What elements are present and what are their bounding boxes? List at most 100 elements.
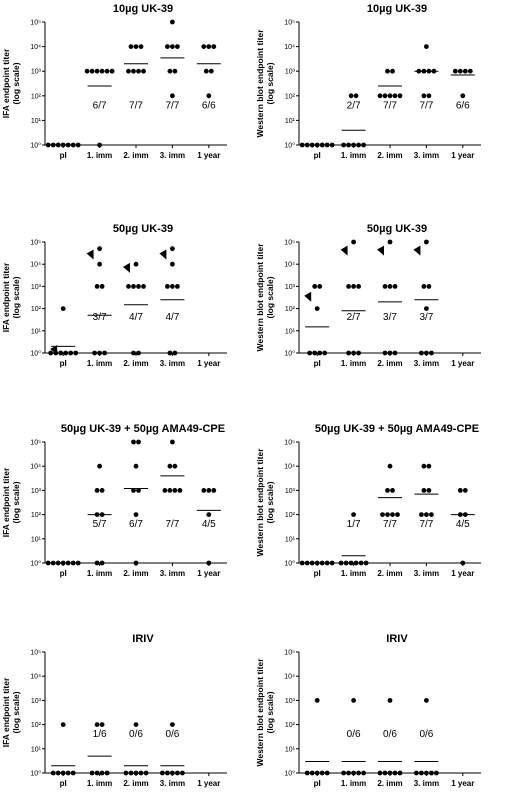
data-point [99, 284, 105, 289]
x-tick-label: 2. imm [377, 569, 402, 578]
y-tick-label: 10² [285, 306, 296, 313]
data-point [424, 512, 429, 517]
responder-fraction: 4/7 [129, 312, 143, 323]
x-tick-label: 3. imm [414, 779, 439, 788]
data-point [136, 68, 141, 74]
chart-title: 50µg UK-39 [113, 223, 173, 235]
data-point [143, 770, 149, 776]
data-point [97, 350, 102, 356]
data-point [426, 284, 432, 289]
data-point [94, 770, 100, 776]
data-point [356, 142, 361, 148]
y-axis-label-scale: (log scale) [11, 691, 21, 733]
data-point [329, 142, 335, 148]
data-point [133, 770, 139, 776]
y-tick-label: 10⁵ [30, 20, 41, 27]
responder-fraction: 0/6 [419, 729, 433, 740]
y-tick-label: 10⁴ [284, 674, 295, 681]
chart-title: 10µg UK-39 [113, 3, 173, 15]
data-point [314, 698, 320, 703]
data-point [167, 463, 173, 469]
data-point [361, 770, 366, 776]
responder-fraction: 3/7 [93, 312, 107, 323]
data-point [170, 284, 175, 289]
data-point [397, 93, 403, 99]
data-point [467, 68, 473, 74]
arrowhead-marker [304, 291, 312, 302]
data-point [58, 350, 64, 356]
x-tick-label: 1 year [197, 779, 220, 788]
y-tick-label: 10⁰ [30, 142, 41, 150]
data-point [55, 770, 61, 776]
data-point [94, 560, 100, 566]
data-point [343, 560, 349, 566]
y-axis-label: Western blot endpoint titer [255, 29, 265, 138]
y-axis-label: Western blot endpoint titer [255, 243, 265, 352]
data-point [346, 770, 351, 776]
data-point [60, 722, 66, 727]
data-point [99, 770, 105, 776]
data-point [126, 284, 131, 289]
y-tick-label: 10⁴ [284, 262, 295, 269]
data-point [390, 68, 395, 74]
x-tick-label: 1 year [451, 359, 474, 368]
x-tick-label: 3. imm [160, 151, 185, 160]
x-tick-label: 2. imm [123, 359, 148, 368]
data-point [89, 770, 95, 776]
data-point [128, 44, 134, 49]
data-point [322, 350, 328, 356]
data-point [387, 284, 393, 289]
chart-title: 50µg UK-39 + 50µg AMA49-CPE [315, 423, 479, 435]
data-point [133, 512, 139, 517]
y-tick-label: 10⁵ [284, 650, 295, 657]
data-point [387, 93, 393, 99]
data-point [329, 560, 335, 566]
data-point [104, 770, 110, 776]
data-point [131, 68, 136, 74]
y-tick-label: 10⁵ [30, 240, 41, 247]
data-point [377, 770, 383, 776]
data-point [141, 68, 146, 74]
data-point [421, 93, 427, 99]
data-point [172, 463, 178, 469]
data-point [165, 44, 170, 49]
x-tick-label: 1. imm [87, 151, 112, 160]
data-point [424, 239, 429, 245]
y-tick-label: 10¹ [31, 536, 42, 543]
data-point [380, 512, 385, 517]
data-point [45, 560, 51, 566]
data-point [390, 488, 395, 493]
data-point [133, 463, 139, 469]
chart-title: 50µg UK-39 + 50µg AMA49-CPE [61, 423, 225, 435]
responder-fraction: 7/7 [165, 100, 179, 111]
data-point [351, 142, 356, 148]
responder-fraction: 6/7 [129, 519, 143, 530]
data-point [167, 488, 173, 493]
data-point [206, 44, 212, 49]
data-point [424, 44, 429, 49]
y-tick-label: 10³ [285, 488, 296, 495]
x-tick-label: 1 year [197, 151, 220, 160]
data-point [68, 350, 74, 356]
data-point [167, 68, 173, 74]
data-point [89, 68, 95, 74]
data-point [75, 560, 81, 566]
data-point [126, 68, 131, 74]
y-axis-label-scale: (log scale) [265, 62, 275, 104]
x-tick-label: pI [314, 569, 321, 578]
data-point [206, 512, 212, 517]
data-point [341, 142, 346, 148]
x-tick-label: 3. imm [160, 359, 185, 368]
data-point [167, 350, 173, 356]
chart-panel-6: IRIV IFA endpoint titer (log scale) 10⁰ 10¹ 1… [1, 633, 227, 788]
data-point [414, 770, 419, 776]
data-point [50, 770, 56, 776]
data-point [307, 350, 313, 356]
y-tick-label: 10³ [285, 698, 296, 705]
data-point [206, 93, 212, 99]
chart-title: 10µg UK-39 [367, 3, 427, 15]
y-tick-label: 10³ [285, 284, 296, 291]
arrowhead-marker [86, 249, 94, 260]
data-point [170, 770, 175, 776]
